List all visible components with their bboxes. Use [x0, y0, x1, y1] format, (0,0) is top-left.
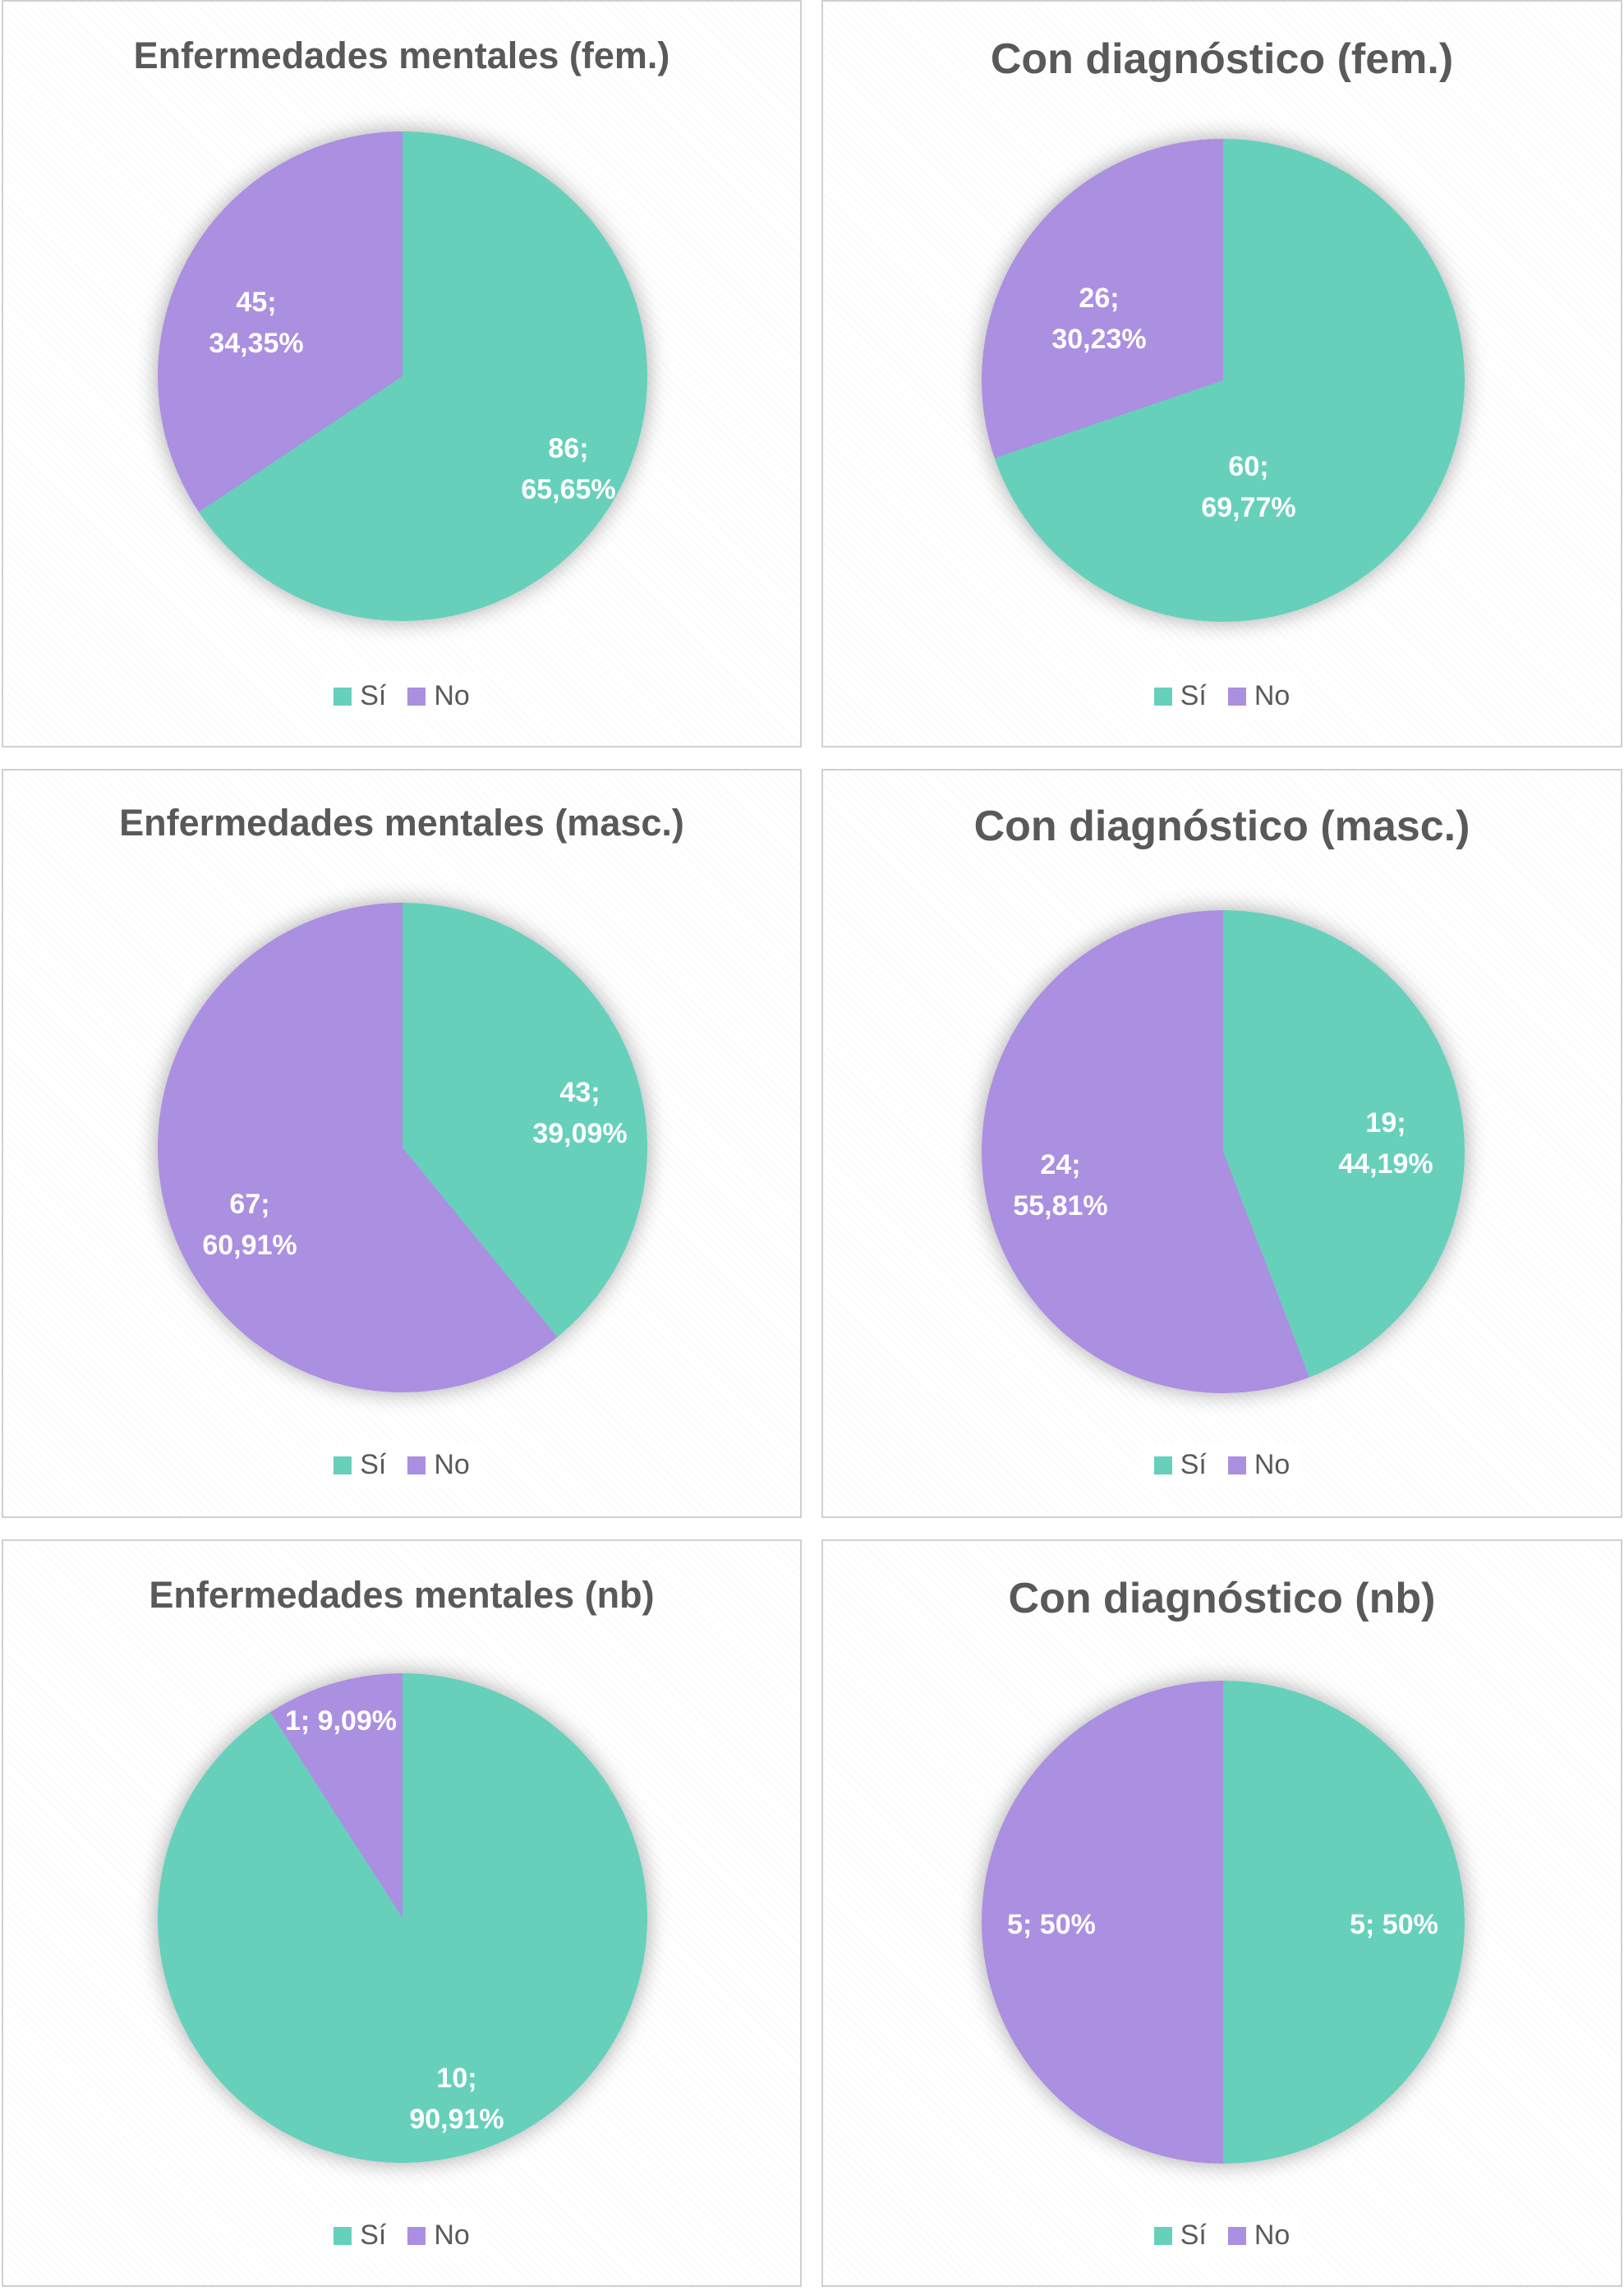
legend-item-no: No — [407, 1449, 470, 1481]
legend-swatch — [1153, 1456, 1172, 1474]
chart-legend: Sí No — [823, 1444, 1621, 1486]
data-label: 44,19% — [1338, 1148, 1433, 1180]
legend-label: No — [434, 1449, 470, 1480]
chart-legend: Sí No — [3, 675, 800, 717]
pie-slice-no — [269, 1673, 403, 1918]
chart-legend: Sí No — [3, 1444, 800, 1486]
data-label: 90,91% — [409, 2104, 504, 2135]
chart-legend: Sí No — [3, 2215, 800, 2256]
chart-panel-1: Enfermedades mentales (fem.) 86; 65,65% 45;… — [2, 0, 802, 748]
pie-slice-si — [198, 131, 647, 621]
pie-slice-no — [982, 1681, 1223, 2164]
legend-label: Sí — [360, 1449, 387, 1480]
legend-swatch — [1227, 2226, 1246, 2245]
chart-panel-4: Con diagnóstico (masc.) 19; 44,19% 24; 55,81… — [821, 769, 1622, 1518]
legend-label: No — [1254, 2220, 1290, 2251]
chart-panel-3: Enfermedades mentales (masc.) 43; 39,09% 67… — [2, 769, 802, 1518]
pie-slice-si — [1223, 1681, 1465, 2164]
legend-swatch — [334, 687, 352, 706]
data-label: 67; — [229, 1189, 269, 1220]
data-label: 86; — [548, 433, 588, 464]
chart-title: Enfermedades mentales (masc.) — [119, 802, 684, 844]
legend-swatch — [1227, 1456, 1246, 1474]
legend-swatch — [1227, 687, 1246, 706]
chart-legend: Sí No — [823, 675, 1621, 717]
legend-label: No — [1254, 680, 1290, 711]
legend-item-si: Sí — [1153, 2220, 1207, 2252]
legend-swatch — [1153, 687, 1172, 706]
pie-slice-si — [403, 903, 647, 1337]
legend-item-si: Sí — [334, 1449, 386, 1481]
legend-label: Sí — [360, 2220, 387, 2251]
legend-item-si: Sí — [1153, 680, 1207, 712]
data-label: 10; — [436, 2063, 476, 2094]
legend-swatch — [407, 2226, 426, 2245]
chart-panel-2: Con diagnóstico (fem.) 60; 69,77% 26; 30,23%… — [821, 0, 1622, 748]
legend-item-si: Sí — [1153, 1449, 1207, 1481]
legend-swatch — [334, 1456, 352, 1474]
legend-swatch — [407, 687, 426, 706]
legend-item-no: No — [1227, 1449, 1290, 1481]
legend-label: Sí — [360, 680, 387, 711]
data-label: 43; — [559, 1077, 600, 1108]
data-label: 24; — [1040, 1149, 1080, 1180]
pie-slice-no — [157, 903, 558, 1392]
legend-label: No — [434, 2220, 470, 2251]
legend-item-no: No — [407, 680, 470, 712]
legend-label: Sí — [1180, 680, 1207, 711]
legend-item-no: No — [1227, 2220, 1290, 2252]
data-label: 45; — [236, 287, 276, 318]
legend-label: Sí — [1180, 2220, 1207, 2251]
data-label: 30,23% — [1051, 324, 1146, 355]
data-label: 5; 50% — [1007, 1909, 1096, 1940]
data-label: 34,35% — [209, 328, 303, 359]
data-label: 60,91% — [202, 1230, 297, 1261]
pie-slice-si — [1223, 910, 1465, 1378]
legend-swatch — [1153, 2226, 1172, 2245]
pie-slice-no — [157, 131, 403, 513]
pie-slice-no — [982, 139, 1223, 458]
data-label: 1; 9,09% — [285, 1705, 397, 1737]
data-label: 26; — [1079, 283, 1119, 314]
chart-title: Con diagnóstico (nb) — [1008, 1575, 1436, 1622]
data-label: 19; — [1365, 1107, 1405, 1139]
legend-item-no: No — [407, 2220, 470, 2252]
pie-slice-no — [982, 910, 1310, 1394]
data-label: 5; 50% — [1350, 1909, 1438, 1940]
data-label: 39,09% — [532, 1118, 627, 1149]
pie-slice-si — [158, 1673, 648, 2164]
data-label: 69,77% — [1201, 492, 1295, 523]
data-label: 60; — [1228, 451, 1268, 482]
chart-title: Enfermedades mentales (nb) — [149, 1574, 655, 1616]
legend-item-no: No — [1227, 680, 1290, 712]
legend-item-si: Sí — [334, 680, 386, 712]
legend-label: No — [434, 680, 470, 711]
chart-title: Con diagnóstico (masc.) — [973, 803, 1470, 850]
legend-swatch — [407, 1456, 426, 1474]
legend-label: No — [1254, 1449, 1290, 1480]
data-label: 55,81% — [1013, 1190, 1107, 1221]
chart-legend: Sí No — [823, 2215, 1621, 2256]
legend-swatch — [334, 2226, 352, 2245]
chart-panel-5: Enfermedades mentales (nb) 10; 90,91% 1; 9,… — [2, 1539, 802, 2287]
legend-label: Sí — [1180, 1449, 1207, 1480]
data-label: 65,65% — [521, 474, 615, 505]
pie-slice-si — [994, 139, 1465, 623]
legend-item-si: Sí — [334, 2220, 386, 2252]
chart-title: Con diagnóstico (fem.) — [990, 35, 1454, 83]
chart-panel-6: Con diagnóstico (nb) 5; 50% 5; 50% Sí No — [821, 1539, 1622, 2287]
chart-title: Enfermedades mentales (fem.) — [133, 35, 670, 76]
